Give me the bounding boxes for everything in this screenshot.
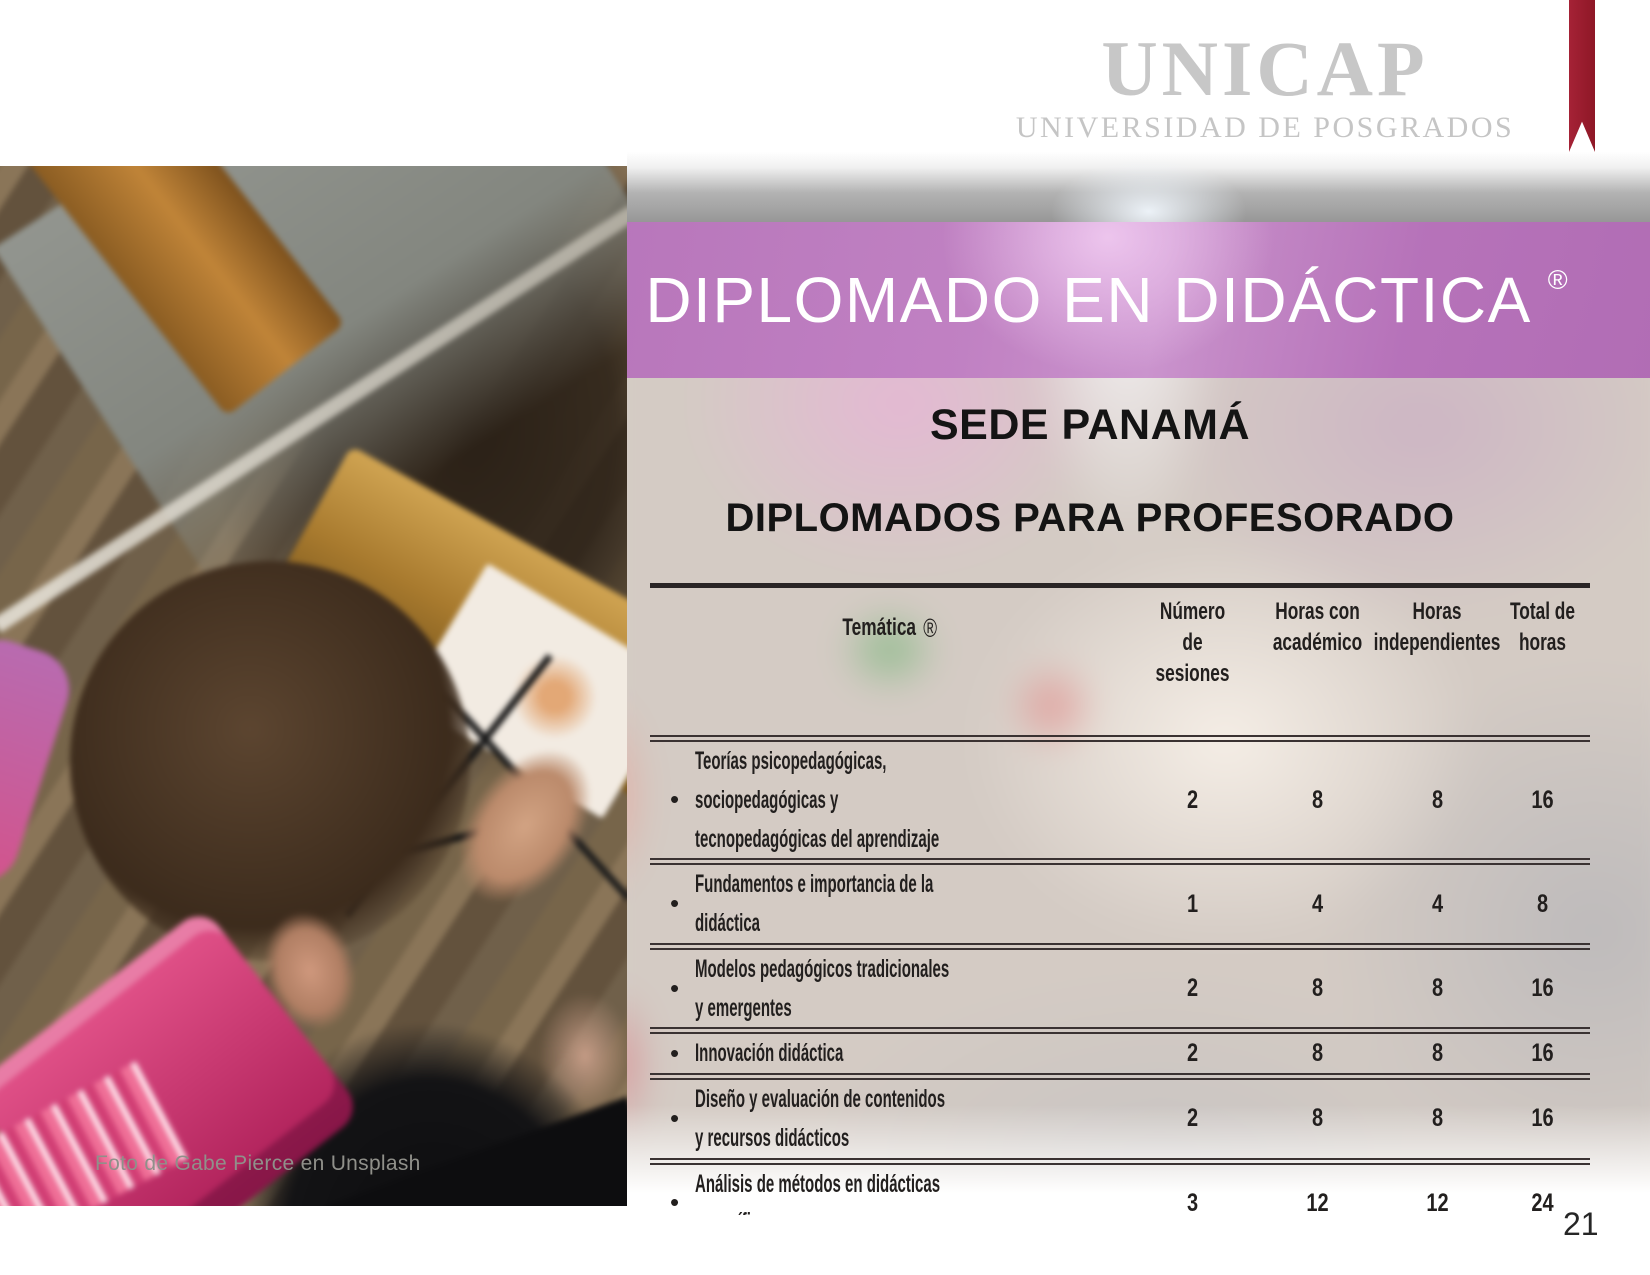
bookmark-ribbon-icon: [1569, 0, 1595, 152]
value-cell: 4: [1431, 889, 1444, 918]
table-top-rule: [650, 583, 1590, 588]
table-rule: [650, 1027, 1590, 1035]
value-cell: 2: [1186, 974, 1199, 1002]
logo-title: UNICAP: [1101, 25, 1429, 112]
value-cell: 16: [1531, 1104, 1554, 1133]
value-cell: 8: [1431, 1039, 1444, 1068]
value-cell: 16: [1531, 785, 1554, 814]
header-tematica: Temática ®: [650, 596, 1130, 644]
table-row: Teorías psicopedagógicas, sociopedagógic…: [650, 742, 1590, 858]
header-horas-academico: Horas con académico: [1272, 598, 1363, 657]
value-cell: 3: [1186, 1188, 1199, 1215]
photo-art: [0, 166, 627, 1206]
value-cell: 16: [1531, 1039, 1554, 1068]
value-cell: 24: [1531, 1188, 1554, 1215]
bullet-icon: [670, 975, 679, 1001]
header-tematica-label: Temática: [842, 614, 917, 641]
bottom-fade: [627, 1105, 1650, 1215]
value-cell: 2: [1186, 785, 1199, 814]
value-cell: 12: [1306, 1188, 1329, 1215]
photo-shape-child-hair: [70, 561, 470, 961]
value-cell: 8: [1536, 889, 1549, 918]
value-cell: 8: [1431, 974, 1444, 1002]
photo-credit: Foto de Gabe Pierce en Unsplash: [95, 1152, 421, 1175]
value-cell: 16: [1531, 974, 1554, 1002]
tematica-cell: Modelos pedagógicos tradicionales y emer…: [650, 950, 1130, 1028]
course-table: Temática ® Número de sesiones Horas con a…: [650, 583, 1590, 1215]
registered-mark: ®: [1547, 264, 1568, 295]
table-row: Análisis de métodos en didácticas especí…: [650, 1165, 1590, 1216]
heading-sede: SEDE PANAMÁ: [929, 401, 1251, 449]
photo-child-at-table: Foto de Gabe Pierce en Unsplash: [0, 166, 627, 1206]
value-cell: 8: [1431, 1104, 1444, 1133]
tematica-cell: Teorías psicopedagógicas, sociopedagógic…: [650, 742, 1130, 858]
bullet-icon: [670, 1189, 679, 1215]
table-row: Innovación didáctica 2 8 8 16: [650, 1034, 1590, 1073]
bullet-icon: [670, 1040, 679, 1066]
registered-mark: ®: [923, 613, 938, 643]
value-cell: 8: [1311, 974, 1324, 1002]
heading-program: DIPLOMADOS PARA PROFESORADO: [725, 496, 1455, 540]
value-cell: 2: [1186, 1039, 1199, 1068]
header-horas-independientes: Horas independientes: [1374, 598, 1501, 657]
tematica-cell: Análisis de métodos en didácticas especí…: [650, 1165, 1130, 1216]
tematica-cell: Diseño y evaluación de contenidos y recu…: [650, 1080, 1130, 1158]
value-cell: 1: [1186, 889, 1199, 918]
table-header-row: Temática ® Número de sesiones Horas con a…: [650, 588, 1590, 735]
table-row: Modelos pedagógicos tradicionales y emer…: [650, 950, 1590, 1028]
tematica-cell: Fundamentos e importancia de la didáctic…: [650, 865, 1130, 943]
title-banner: DIPLOMADO EN DIDÁCTICA ®: [627, 222, 1650, 378]
value-cell: 8: [1311, 1104, 1324, 1133]
top-gray-band: [627, 152, 1650, 222]
slide-title: DIPLOMADO EN DIDÁCTICA: [645, 264, 1532, 336]
table-row: Diseño y evaluación de contenidos y recu…: [650, 1080, 1590, 1158]
logo-subtitle: UNIVERSIDAD DE POSGRADOS: [1015, 111, 1515, 144]
university-logo: UNICAP UNIVERSIDAD DE POSGRADOS: [990, 30, 1540, 145]
table-rule: [650, 858, 1590, 866]
value-cell: 8: [1311, 785, 1324, 814]
table-rule: [650, 735, 1590, 742]
content-panel: DIPLOMADO EN DIDÁCTICA ® SEDE PANAMÁ DIP…: [627, 152, 1650, 1215]
table-rule: [650, 1073, 1590, 1080]
tematica-cell: Innovación didáctica: [650, 1034, 1130, 1073]
table-row: Fundamentos e importancia de la didáctic…: [650, 865, 1590, 943]
bullet-icon: [670, 1105, 679, 1131]
value-cell: 2: [1186, 1104, 1199, 1133]
page-number: 21: [1563, 1206, 1599, 1242]
value-cell: 4: [1311, 889, 1324, 918]
header-total-horas: Total de horas: [1510, 598, 1575, 657]
value-cell: 12: [1426, 1188, 1449, 1215]
bullet-icon: [670, 786, 679, 812]
value-cell: 8: [1431, 785, 1444, 814]
table-rule: [650, 1157, 1590, 1165]
value-cell: 8: [1311, 1039, 1324, 1068]
header-sesiones: Número de sesiones: [1155, 598, 1230, 688]
table-rule: [650, 942, 1590, 950]
bullet-icon: [670, 890, 679, 916]
